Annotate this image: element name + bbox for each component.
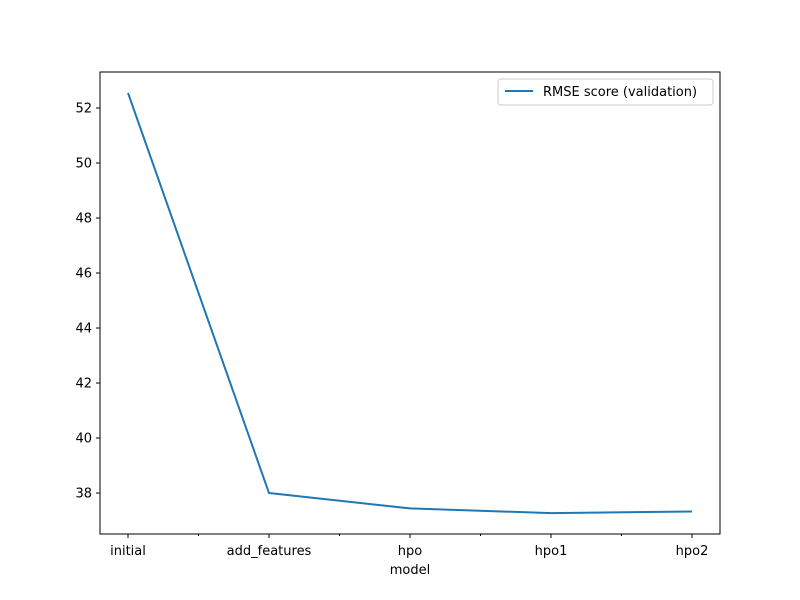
y-tick-label: 52 (75, 102, 92, 117)
y-tick-label: 44 (75, 322, 92, 337)
x-axis-title: model (390, 563, 430, 578)
x-tick-label: add_features (227, 544, 312, 559)
legend-label: RMSE score (validation) (543, 85, 697, 100)
x-axis: initial add_features hpo hpo1 hpo2 (110, 534, 708, 559)
y-tick-label: 42 (75, 377, 92, 392)
x-tick-label: hpo (398, 544, 422, 559)
x-tick-label: hpo2 (676, 544, 709, 559)
y-axis: 38 40 42 44 46 48 50 52 (75, 102, 100, 502)
x-tick-label: initial (110, 544, 146, 559)
plot-area (100, 72, 720, 534)
y-tick-label: 50 (75, 157, 92, 172)
x-tick-label: hpo1 (535, 544, 568, 559)
y-tick-label: 46 (75, 267, 92, 282)
y-tick-label: 48 (75, 212, 92, 227)
legend: RMSE score (validation) (497, 78, 714, 106)
legend-box (497, 78, 714, 106)
y-tick-label: 38 (75, 487, 92, 502)
y-tick-label: 40 (75, 432, 92, 447)
plot-frame (99, 71, 721, 535)
series-layer (127, 92, 693, 515)
series-line (127, 92, 693, 515)
